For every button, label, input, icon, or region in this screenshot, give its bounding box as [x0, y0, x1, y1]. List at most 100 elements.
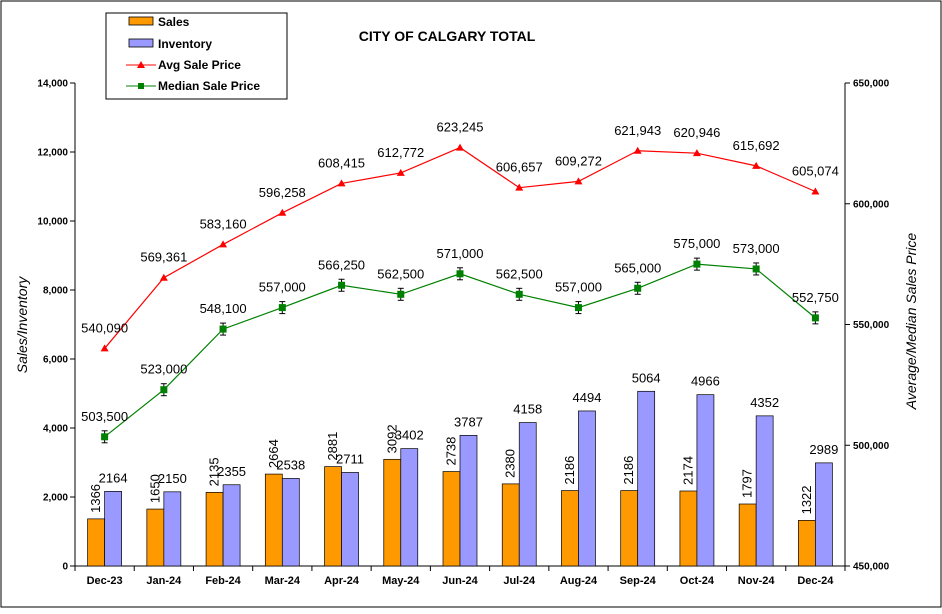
median-price-marker: [515, 290, 523, 298]
left-axis-tick-label: 8,000: [43, 286, 68, 297]
bar-sales: [561, 490, 579, 567]
avg-price-marker: [278, 208, 287, 216]
x-axis-tick-label: Apr-24: [324, 575, 360, 587]
bar-sales: [205, 491, 224, 567]
avg-price-marker: [633, 146, 642, 154]
right-axis-title: Average/Median Sales Price: [903, 233, 919, 411]
inventory-data-label: 3787: [454, 414, 483, 429]
median-price-data-label: 557,000: [555, 280, 602, 295]
x-axis-tick-label: Oct-24: [680, 575, 715, 587]
right-axis-tick-label: 600,000: [853, 199, 890, 210]
median-price-marker: [160, 386, 168, 394]
median-price-data-label: 571,000: [437, 246, 484, 261]
left-axis-tick-label: 2,000: [43, 493, 68, 504]
sales-data-label: 3092: [384, 424, 399, 453]
avg-price-marker: [692, 149, 701, 157]
median-price-marker: [278, 304, 286, 312]
bar-sales: [383, 458, 402, 567]
median-price-marker: [752, 265, 760, 273]
median-price-marker: [397, 290, 405, 298]
bar-sales: [442, 471, 461, 567]
sales-data-label: 2186: [562, 456, 577, 485]
x-axis-tick-label: May-24: [382, 575, 420, 587]
avg-price-marker: [574, 177, 583, 185]
bar-sales: [798, 520, 816, 567]
left-axis-tick-label: 10,000: [37, 217, 68, 228]
x-axis-tick-label: Aug-24: [560, 575, 598, 587]
legend-label-sales: Sales: [158, 15, 190, 29]
left-axis-tick-label: 0: [62, 562, 68, 573]
bar-sales: [264, 473, 283, 567]
inventory-data-label: 2355: [217, 464, 246, 479]
left-axis-tick-label: 4,000: [43, 424, 68, 435]
median-price-marker: [693, 260, 701, 268]
avg-price-marker: [100, 344, 109, 352]
inventory-data-label: 2164: [99, 470, 128, 485]
inventory-data-label: 3402: [395, 428, 424, 443]
median-price-data-label: 523,000: [140, 362, 187, 377]
bar-sales: [87, 518, 105, 567]
avg-price-data-label: 608,415: [318, 155, 365, 170]
median-price-data-label: 552,750: [792, 290, 839, 305]
avg-price-data-label: 569,361: [140, 250, 187, 265]
sales-data-label: 2186: [621, 456, 636, 485]
bar-sales: [738, 503, 757, 567]
x-axis-tick-label: Jul-24: [503, 575, 536, 587]
inventory-data-label: 4494: [573, 390, 602, 405]
inventory-data-label: 2989: [809, 442, 838, 457]
avg-price-marker: [337, 179, 346, 187]
median-price-marker: [634, 284, 642, 292]
right-axis-tick-label: 650,000: [853, 79, 890, 90]
sales-data-label: 2380: [503, 449, 518, 478]
x-axis-tick-label: Feb-24: [205, 575, 241, 587]
avg-price-data-label: 609,272: [555, 153, 602, 168]
avg-price-marker: [752, 161, 761, 169]
bar-inventory: [400, 448, 419, 567]
sales-data-label: 2135: [207, 457, 222, 486]
avg-price-marker: [515, 183, 524, 191]
right-axis-tick-label: 500,000: [853, 441, 890, 452]
legend-label-avg: Avg Sale Price: [158, 58, 241, 72]
median-price-data-label: 565,000: [614, 260, 661, 275]
avg-price-data-label: 620,946: [673, 125, 720, 140]
bar-inventory: [104, 490, 122, 567]
legend-label-inventory: Inventory: [158, 37, 212, 51]
bar-inventory: [459, 434, 478, 567]
bar-sales: [501, 483, 520, 567]
inventory-data-label: 4158: [513, 402, 542, 417]
avg-price-marker: [396, 168, 405, 176]
chart-title: CITY OF CALGARY TOTAL: [359, 28, 536, 44]
avg-price-marker: [219, 240, 228, 248]
left-axis-title: Sales/Inventory: [14, 276, 30, 373]
median-price-marker: [101, 433, 109, 441]
bar-inventory: [222, 484, 241, 567]
avg-price-marker: [159, 273, 168, 281]
sales-data-label: 1797: [740, 469, 755, 498]
inventory-data-label: 5064: [632, 370, 661, 385]
avg-price-marker: [456, 143, 464, 151]
avg-price-marker: [811, 187, 820, 195]
avg-price-data-label: 621,943: [614, 123, 661, 138]
sales-data-label: 2881: [325, 432, 340, 461]
bar-inventory: [341, 472, 359, 567]
inventory-data-label: 4352: [750, 395, 779, 410]
sales-data-label: 1322: [799, 485, 814, 514]
x-axis-tick-label: Jun-24: [442, 575, 478, 587]
x-axis-tick-label: Jan-24: [146, 575, 182, 587]
bar-inventory: [518, 422, 537, 567]
median-price-data-label: 503,500: [81, 409, 128, 424]
x-axis-tick-label: Sep-24: [620, 575, 657, 587]
legend-box: [105, 12, 288, 100]
bar-inventory: [163, 491, 182, 567]
sales-data-label: 1650: [147, 474, 162, 503]
avg-price-data-label: 605,074: [792, 163, 839, 178]
inventory-data-label: 2150: [158, 471, 187, 486]
avg-price-data-label: 583,160: [200, 216, 247, 231]
bar-sales: [620, 490, 639, 567]
bar-inventory: [696, 394, 715, 567]
median-price-marker: [811, 314, 819, 322]
sales-data-label: 2738: [444, 437, 459, 466]
bar-inventory: [815, 462, 833, 567]
